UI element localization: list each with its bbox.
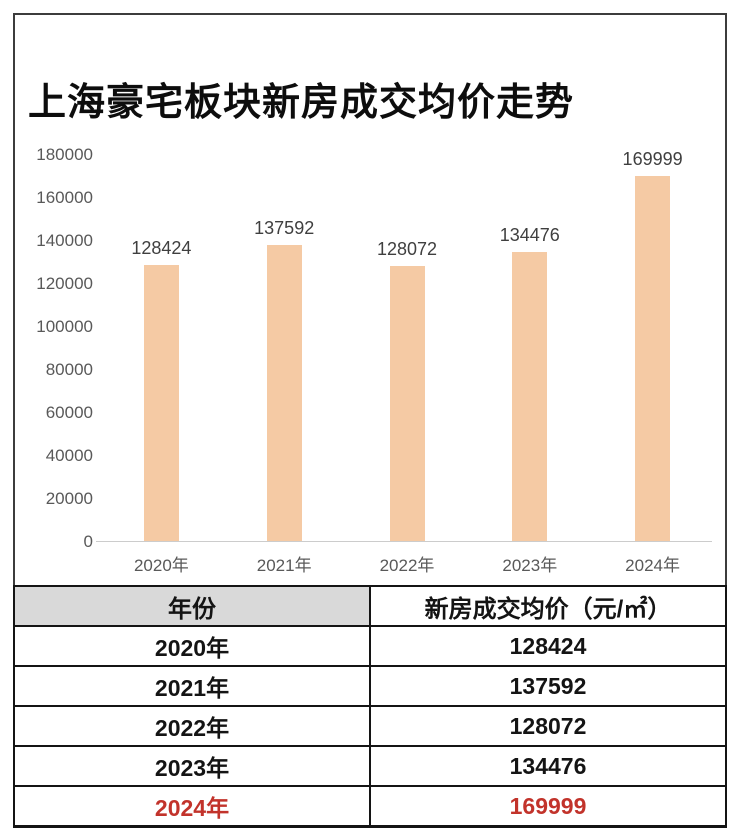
price-cell: 128072 <box>369 705 727 747</box>
bar-2020年 <box>143 265 179 541</box>
year-cell: 2022年 <box>13 705 371 747</box>
chart-card: 上海豪宅板块新房成交均价走势 180000 160000 140000 120000 1… <box>13 13 727 585</box>
bar-2021年 <box>266 245 302 541</box>
x-axis-category-label: 2022年 <box>379 556 435 575</box>
table-row: 2024年 169999 <box>13 785 727 828</box>
price-column-header: 新房成交均价（元/㎡） <box>369 585 727 627</box>
chart-title: 上海豪宅板块新房成交均价走势 <box>28 82 575 124</box>
price-cell: 137592 <box>369 665 727 707</box>
bar-2024年 <box>635 176 671 541</box>
bar-value-label: 128424 <box>131 238 192 258</box>
y-axis-tick-label: 60000 <box>45 403 93 422</box>
y-axis-tick-label: 20000 <box>45 489 93 508</box>
bar-value-label: 169999 <box>622 149 683 169</box>
table-row: 2021年 137592 <box>13 665 727 707</box>
bar-value-label: 137592 <box>254 218 315 238</box>
bar-2023年 <box>512 252 548 541</box>
year-cell: 2024年 <box>13 785 371 828</box>
y-axis-tick-label: 120000 <box>36 274 93 293</box>
table-row: 2023年 134476 <box>13 745 727 787</box>
y-axis-tick-label: 180000 <box>36 145 93 164</box>
y-axis: 180000 160000 140000 120000 100000 80000 60000… <box>15 15 93 585</box>
table-row: 2020年 128424 <box>13 625 727 667</box>
bar-value-label: 134476 <box>499 225 560 245</box>
price-cell: 134476 <box>369 745 727 787</box>
x-axis-category-label: 2023年 <box>502 556 558 575</box>
x-axis-line <box>96 541 712 542</box>
price-cell: 169999 <box>369 785 727 828</box>
x-axis-category-label: 2024年 <box>625 556 681 575</box>
y-axis-tick-label: 0 <box>83 532 93 551</box>
chart-area: 上海豪宅板块新房成交均价走势 180000 160000 140000 120000 1… <box>15 15 725 585</box>
bar-plot: 128424 2020年 137592 2021年 128072 2022年 134476 2… <box>96 149 714 575</box>
bar-value-label: 128072 <box>376 239 438 259</box>
x-axis-category-label: 2020年 <box>133 556 189 575</box>
table-header-row: 年份 新房成交均价（元/㎡） <box>13 585 727 627</box>
bar-2022年 <box>389 266 425 541</box>
x-axis-category-label: 2021年 <box>256 556 312 575</box>
y-axis-tick-label: 140000 <box>36 231 93 250</box>
year-column-header: 年份 <box>13 585 371 627</box>
year-cell: 2023年 <box>13 745 371 787</box>
y-axis-tick-label: 100000 <box>36 317 93 336</box>
year-cell: 2020年 <box>13 625 371 667</box>
price-cell: 128424 <box>369 625 727 667</box>
table-row: 2022年 128072 <box>13 705 727 747</box>
y-axis-tick-label: 160000 <box>36 188 93 207</box>
price-table: 年份 新房成交均价（元/㎡） 2020年 128424 2021年 137592 202… <box>13 585 727 828</box>
y-axis-tick-label: 40000 <box>45 446 93 465</box>
y-axis-tick-label: 80000 <box>45 360 93 379</box>
year-cell: 2021年 <box>13 665 371 707</box>
